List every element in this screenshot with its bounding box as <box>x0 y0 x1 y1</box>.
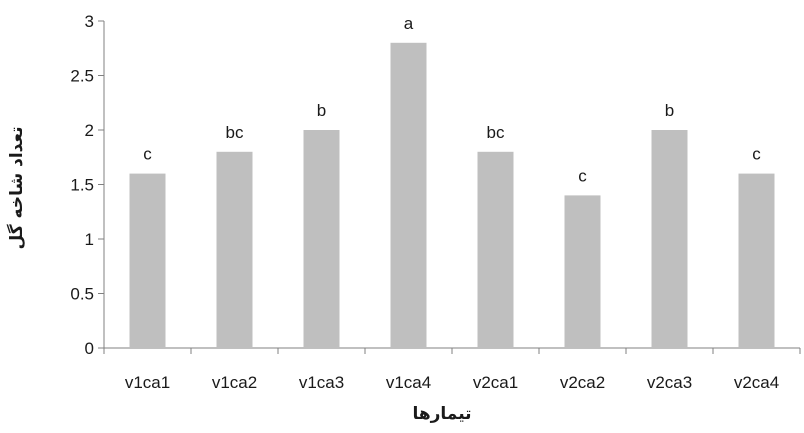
bar-v1ca4 <box>390 42 427 349</box>
x-tick-label: v1ca4 <box>386 373 431 392</box>
x-axis-title: تیمارها <box>412 404 471 424</box>
bars <box>129 42 775 349</box>
bar-v1ca2 <box>216 151 253 348</box>
y-axis: 0 0.5 1 1.5 2 2.5 3 <box>70 12 105 358</box>
significance-letter: c <box>752 145 761 164</box>
y-tick-label: 1 <box>85 230 94 249</box>
x-tick-label: v2ca2 <box>560 373 605 392</box>
y-axis-title: تعداد شاخه گل <box>6 127 27 250</box>
bar-v2ca3 <box>651 130 688 348</box>
bar-v2ca1 <box>477 151 514 348</box>
significance-letter: b <box>665 101 674 120</box>
x-axis: v1ca1 v1ca2 v1ca3 v1ca4 v2ca1 v2ca2 v2ca3 v2ca4 <box>103 347 801 392</box>
significance-letter: b <box>317 101 326 120</box>
x-tick-label: v1ca1 <box>125 373 170 392</box>
x-tick-label: v1ca2 <box>212 373 257 392</box>
significance-letter: bc <box>226 123 244 142</box>
y-tick-label: 1.5 <box>70 176 94 195</box>
x-tick-label: v1ca3 <box>299 373 344 392</box>
bar-v1ca3 <box>303 130 340 348</box>
y-tick-label: 0 <box>85 339 94 358</box>
significance-letter: a <box>404 14 414 33</box>
x-tick-label: v2ca1 <box>473 373 518 392</box>
bar-v2ca4 <box>738 173 775 348</box>
bar-v2ca2 <box>564 195 601 348</box>
x-tick-label: v2ca3 <box>647 373 692 392</box>
y-tick-label: 0.5 <box>70 285 94 304</box>
x-tick-label: v2ca4 <box>734 373 779 392</box>
y-tick-label: 3 <box>85 12 94 31</box>
y-tick-label: 2.5 <box>70 67 94 86</box>
significance-letter: bc <box>487 123 505 142</box>
y-tick-label: 2 <box>85 121 94 140</box>
bar-v1ca1 <box>129 173 166 348</box>
significance-letter: c <box>143 145 152 164</box>
significance-letter: c <box>578 166 587 185</box>
